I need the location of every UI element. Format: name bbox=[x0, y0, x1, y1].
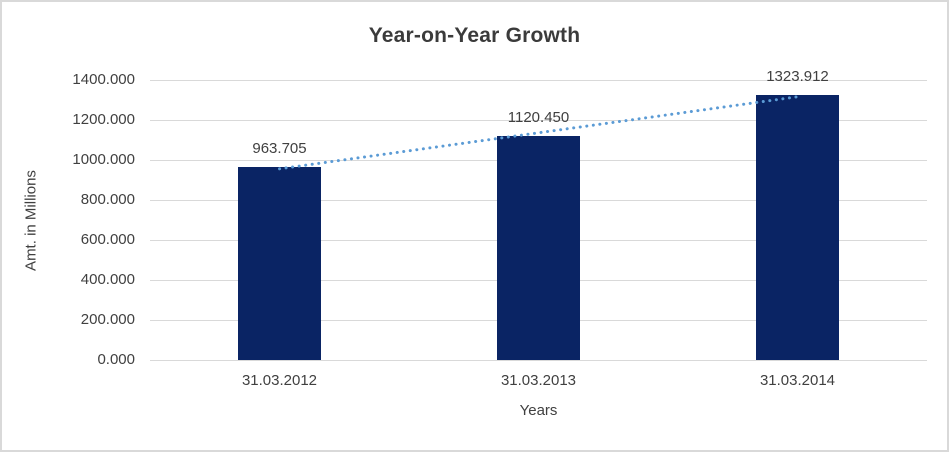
gridline bbox=[150, 360, 927, 361]
y-tick-label: 400.000 bbox=[80, 271, 135, 288]
y-tick-label: 1400.000 bbox=[72, 71, 135, 88]
bar-value-label: 1120.450 bbox=[507, 108, 570, 126]
chart-title: Year-on-Year Growth bbox=[368, 24, 581, 47]
trendline-path bbox=[278, 95, 799, 171]
x-tick-label: 31.03.2014 bbox=[759, 372, 836, 389]
y-tick-label: 1200.000 bbox=[72, 111, 135, 128]
plot-area bbox=[150, 80, 927, 361]
gridline bbox=[150, 80, 927, 81]
y-tick-label: 200.000 bbox=[80, 311, 135, 328]
y-tick-label: 0.000 bbox=[97, 351, 135, 368]
bar-value-label: 1323.912 bbox=[766, 68, 829, 86]
x-tick-label: 31.03.2013 bbox=[500, 372, 577, 389]
y-tick-label: 1000.000 bbox=[72, 151, 135, 168]
x-axis-title: Years bbox=[519, 402, 558, 419]
bar bbox=[238, 167, 321, 360]
y-tick-label: 800.000 bbox=[80, 191, 135, 208]
trendline bbox=[278, 95, 799, 171]
x-tick-label: 31.03.2012 bbox=[241, 372, 318, 389]
bar bbox=[756, 95, 839, 360]
bar bbox=[497, 135, 580, 360]
y-tick-label: 600.000 bbox=[80, 231, 135, 248]
bar-value-label: 963.705 bbox=[252, 140, 307, 158]
gridline bbox=[150, 120, 927, 121]
